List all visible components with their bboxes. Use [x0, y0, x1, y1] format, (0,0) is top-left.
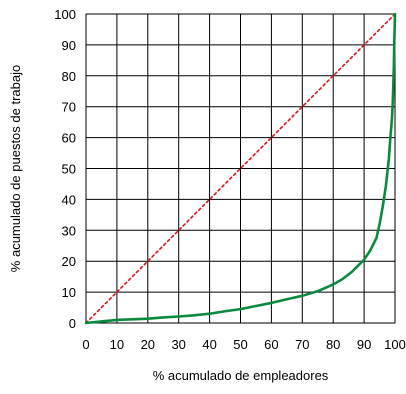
- x-axis-label: % acumulado de empleadores: [153, 368, 329, 383]
- y-tick-label: 20: [62, 254, 76, 269]
- y-tick-label: 90: [62, 38, 76, 53]
- x-tick-label: 100: [384, 337, 406, 352]
- equality-line: [85, 13, 396, 324]
- x-tick-label: 40: [202, 337, 216, 352]
- y-tick-label: 40: [62, 192, 76, 207]
- y-tick-label: 50: [62, 162, 76, 177]
- x-tick-label: 10: [110, 337, 124, 352]
- y-tick-label: 10: [62, 285, 76, 300]
- y-axis-label: % acumulado de puestos de trabajo: [8, 65, 23, 272]
- y-tick-label: 0: [69, 316, 76, 331]
- y-tick-label: 100: [54, 7, 76, 22]
- y-tick-label: 30: [62, 223, 76, 238]
- y-tick-label: 70: [62, 100, 76, 115]
- x-tick-label: 90: [357, 337, 371, 352]
- x-tick-label: 80: [326, 337, 340, 352]
- x-tick-label: 60: [264, 337, 278, 352]
- x-tick-label: 20: [141, 337, 155, 352]
- series-group: [84, 12, 397, 325]
- x-tick-label: 30: [171, 337, 185, 352]
- plot-area-frame: [85, 13, 396, 324]
- y-tick-label: 60: [62, 131, 76, 146]
- x-tick-label: 70: [295, 337, 309, 352]
- y-axis-ticks: 0 10 20 30 40 50 60 70 80 90 100: [54, 7, 76, 331]
- distribution-curve: [84, 12, 397, 325]
- x-tick-label: 50: [233, 337, 247, 352]
- x-axis-ticks: 0 10 20 30 40 50 60 70 80 90 100: [82, 337, 405, 352]
- x-tick-label: 0: [82, 337, 89, 352]
- y-tick-label: 80: [62, 69, 76, 84]
